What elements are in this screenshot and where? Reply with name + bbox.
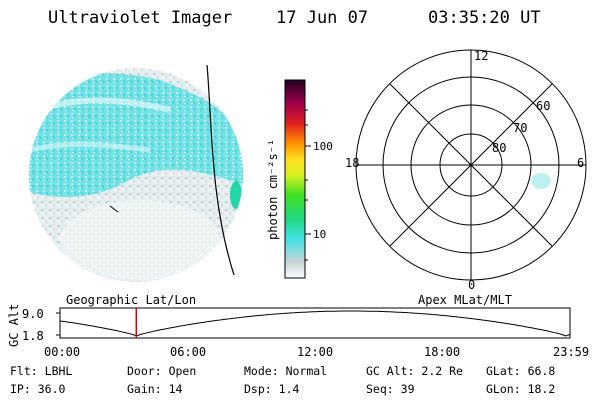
info-mode: Mode: Normal (244, 364, 328, 378)
strip-ytick-9: 9.0 (22, 307, 44, 321)
lat-label-60: 60 (536, 99, 550, 113)
info-ip: IP: 36.0 (10, 382, 66, 396)
strip-xtick-4: 23:59 (553, 345, 589, 359)
strip-xtick-0: 00:00 (44, 345, 80, 359)
mlt-label-0: 0 (468, 278, 475, 292)
strip-xtick-2: 12:00 (297, 345, 333, 359)
info-gain: Gain: 14 (127, 382, 183, 396)
mlt-label-12: 12 (474, 49, 488, 63)
info-seq: Seq: 39 (366, 382, 415, 396)
lat-label-80: 80 (492, 141, 506, 155)
info-glon: GLon: 18.2 (486, 382, 556, 396)
colorbar-tick-100: 100 (313, 140, 333, 153)
info-glat: GLat: 66.8 (486, 364, 556, 378)
info-door: Door: Open (127, 364, 197, 378)
strip-xtick-1: 06:00 (170, 345, 206, 359)
info-flt: Flt: LBHL (10, 364, 73, 378)
strip-ytick-1.8: 1.8 (22, 329, 44, 343)
lat-label-70: 70 (513, 121, 527, 135)
info-dsp: Dsp: 1.4 (244, 382, 300, 396)
time-label: 03:35:20 UT (428, 8, 541, 28)
colorbar-tick-10: 10 (313, 228, 326, 241)
info-gc-alt: GC Alt: 2.2 Re (366, 364, 463, 378)
strip-right-label: Apex MLat/MLT (418, 293, 512, 307)
strip-left-label: Geographic Lat/Lon (66, 293, 197, 307)
mlt-label-6: 6 (577, 156, 584, 170)
colorbar-label: photon cm⁻²s⁻¹ (266, 139, 280, 240)
date-label: 17 Jun 07 (276, 8, 369, 28)
instrument-title: Ultraviolet Imager (48, 8, 233, 28)
mlt-label-18: 18 (345, 156, 359, 170)
strip-xtick-3: 18:00 (424, 345, 460, 359)
strip-y-label: GC Alt (7, 304, 21, 347)
